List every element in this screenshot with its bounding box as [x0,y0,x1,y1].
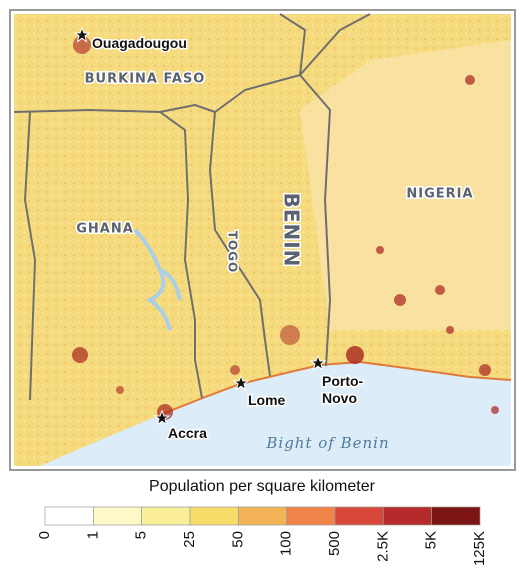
ocean [14,362,511,466]
legend-label: 0 [36,531,53,539]
city-label: Lome [248,392,286,408]
legend-swatch [286,506,336,526]
legend-swatch [237,506,288,526]
border [299,13,371,76]
city-label: Ouagadougou [92,35,187,51]
city-label: Accra [168,425,207,441]
legend-label: 25 [181,531,198,548]
lake-volta [133,228,182,331]
nigeria-land [300,40,511,330]
country-label: NIGERIA [406,187,473,202]
legend-swatch [382,506,433,526]
country-label: TOGO [226,231,240,273]
legend-label: 5K [423,531,440,549]
legend-swatch [431,506,481,526]
city-label: Novo [322,390,357,406]
legend-label: 2.5K [374,531,391,562]
legend-label: 100 [278,531,295,556]
country-label: GHANA [76,222,134,237]
border [24,111,36,401]
country-label: BENIN [280,193,304,268]
legend-swatch [92,506,143,526]
legend-swatch [334,506,384,526]
labels: BURKINA FASO GHANA TOGO BENIN NIGERIA Ouagado… [74,27,474,452]
legend-label: 500 [326,531,343,556]
legend: 0 1 5 25 50 100 500 2.5K 5K 125K [36,506,488,566]
legend-label: 125K [471,531,488,566]
legend-label: 1 [84,531,101,539]
legend-label: 5 [133,531,150,539]
legend-swatch [189,506,239,526]
water-label: Bight of Benin [265,434,389,452]
city-clusters [72,36,499,420]
legend-swatch [44,506,94,526]
border [299,74,331,367]
legend-title: Population per square kilometer [149,478,376,495]
border [209,111,271,377]
legend-swatch [141,506,191,526]
legend-label: 50 [229,531,246,548]
city-label: Porto- [322,373,364,389]
country-label: BURKINA FASO [85,72,206,87]
border [159,111,203,399]
